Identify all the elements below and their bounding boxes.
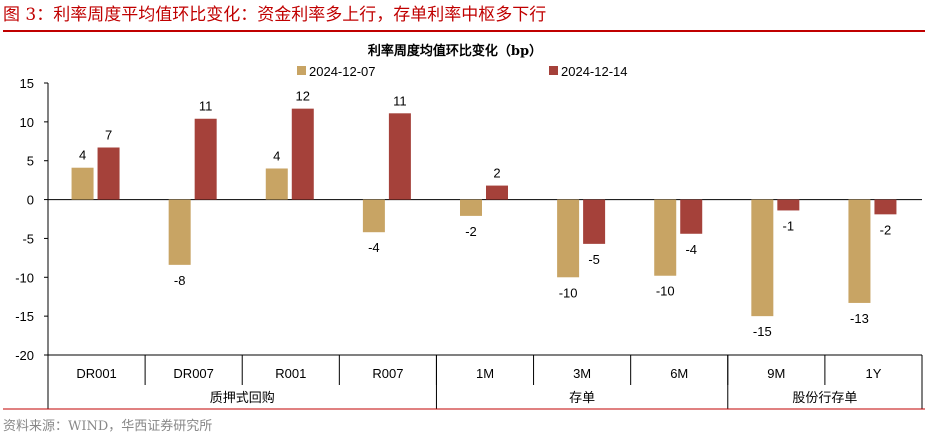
y-tick-label: 10 (20, 115, 34, 130)
data-label: -10 (559, 285, 578, 300)
category-label: 9M (767, 366, 785, 381)
bar-2024-12-07-DR001 (71, 167, 94, 200)
y-tick-label: 15 (20, 76, 34, 91)
bar-2024-12-14-R007 (388, 113, 411, 200)
bar-2024-12-14-3M (583, 199, 606, 244)
data-label: 4 (273, 148, 280, 163)
bar-2024-12-14-6M (680, 199, 703, 234)
group-label: 质押式回购 (210, 390, 275, 406)
legend-label-1: 2024-12-07 (309, 64, 376, 79)
data-label: -5 (588, 252, 600, 267)
data-label: -2 (880, 222, 892, 237)
data-label: -13 (850, 311, 869, 326)
bar-2024-12-07-R001 (265, 168, 288, 200)
data-label: 2 (493, 166, 500, 181)
bar-2024-12-14-1Y (874, 199, 897, 215)
y-tick-label: -20 (15, 348, 34, 363)
legend-swatch-2 (549, 66, 558, 75)
legend-swatch-1 (297, 66, 306, 75)
bar-2024-12-07-9M (751, 199, 774, 317)
data-label: 7 (105, 128, 112, 143)
figure-title: 图 3：利率周度平均值环比变化：资金利率多上行，存单利率中枢多下行 (3, 5, 546, 25)
category-label: 1M (476, 366, 494, 381)
category-label: R007 (372, 366, 403, 381)
bar-2024-12-07-1M (460, 199, 482, 216)
legend-label-2: 2024-12-14 (561, 64, 628, 79)
category-label: 1Y (865, 366, 881, 381)
data-label: -4 (685, 242, 697, 257)
chart-title: 利率周度均值环比变化（bp） (368, 43, 542, 59)
bar-2024-12-14-DR001 (97, 147, 120, 200)
data-label: 11 (393, 93, 407, 108)
data-label: -15 (753, 324, 772, 339)
bar-2024-12-07-1Y (848, 199, 871, 303)
data-label: -8 (174, 273, 186, 288)
category-label: DR007 (173, 366, 213, 381)
group-label: 存单 (569, 391, 595, 406)
y-tick-label: 5 (27, 154, 34, 169)
bar-2024-12-14-1M (486, 185, 508, 200)
data-label: 11 (199, 99, 213, 114)
data-label: -2 (465, 224, 477, 239)
bar-2024-12-07-R007 (362, 199, 385, 233)
data-label: -10 (656, 284, 675, 299)
category-label: 3M (573, 366, 591, 381)
data-label: 12 (296, 89, 310, 104)
source-note: 资料来源：WIND，华西证券研究所 (3, 418, 212, 434)
category-label: DR001 (76, 366, 116, 381)
data-label: 4 (79, 148, 86, 163)
y-tick-label: 0 (27, 193, 34, 208)
bar-2024-12-14-9M (777, 199, 800, 211)
y-tick-label: -5 (22, 231, 34, 246)
category-label: R001 (275, 366, 306, 381)
bar-2024-12-07-6M (654, 199, 677, 276)
bar-2024-12-07-DR007 (168, 199, 191, 265)
category-label: 6M (670, 366, 688, 381)
data-label: -4 (368, 240, 380, 255)
group-label: 股份行存单 (792, 391, 857, 406)
bar-2024-12-14-DR007 (194, 118, 217, 200)
bar-2024-12-07-3M (557, 199, 580, 278)
legend: 2024-12-07 2024-12-14 (297, 64, 628, 79)
data-label: -1 (783, 218, 795, 233)
y-tick-label: -15 (15, 309, 34, 324)
y-tick-label: -10 (15, 270, 34, 285)
bar-2024-12-14-R001 (291, 108, 314, 200)
